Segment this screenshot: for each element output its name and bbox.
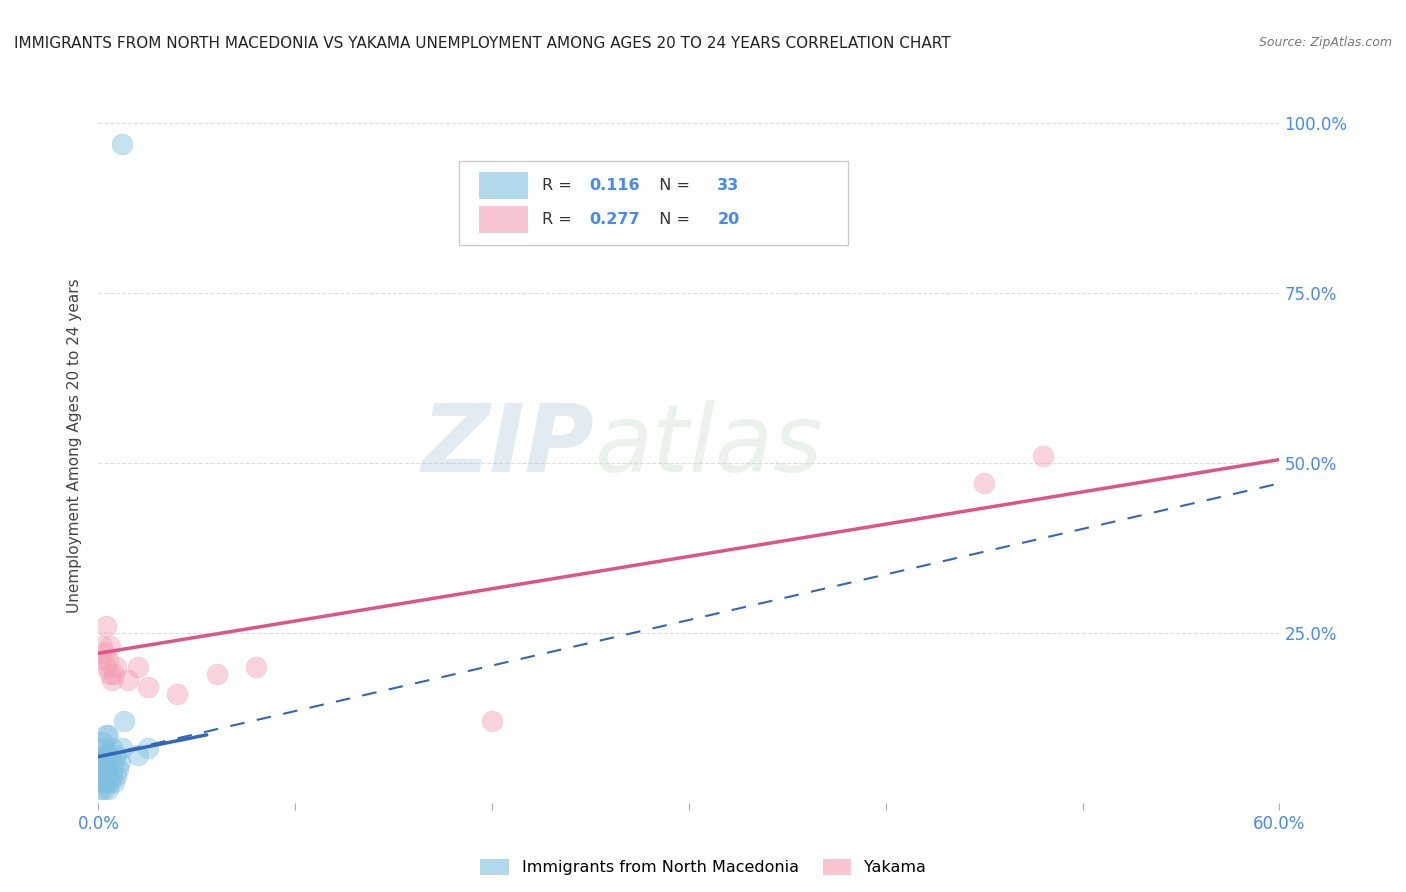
Point — [245, 660, 267, 674]
Point — [89, 653, 111, 667]
Point — [166, 687, 188, 701]
Point — [101, 741, 124, 756]
Text: N =: N = — [648, 178, 695, 194]
Text: Source: ZipAtlas.com: Source: ZipAtlas.com — [1258, 36, 1392, 49]
Point — [96, 619, 118, 633]
Point — [97, 769, 120, 783]
Text: atlas: atlas — [595, 401, 823, 491]
Text: IMMIGRANTS FROM NORTH MACEDONIA VS YAKAMA UNEMPLOYMENT AMONG AGES 20 TO 24 YEARS: IMMIGRANTS FROM NORTH MACEDONIA VS YAKAM… — [14, 36, 950, 51]
Point — [91, 640, 114, 654]
Y-axis label: Unemployment Among Ages 20 to 24 years: Unemployment Among Ages 20 to 24 years — [67, 278, 83, 614]
Text: R =: R = — [543, 178, 578, 194]
Text: 33: 33 — [717, 178, 740, 194]
Point — [93, 782, 115, 797]
Point — [91, 748, 114, 763]
Text: R =: R = — [543, 212, 578, 227]
Point — [105, 748, 128, 763]
Point — [89, 755, 111, 769]
Point — [105, 660, 128, 674]
Point — [96, 660, 118, 674]
Point — [98, 640, 121, 654]
Point — [127, 660, 149, 674]
Point — [93, 646, 115, 660]
Point — [101, 769, 124, 783]
Text: 0.116: 0.116 — [589, 178, 640, 194]
Point — [103, 666, 125, 681]
Legend: Immigrants from North Macedonia, Yakama: Immigrants from North Macedonia, Yakama — [479, 858, 927, 875]
Point — [112, 714, 135, 729]
Point — [96, 762, 118, 776]
Point — [97, 728, 120, 742]
Point — [93, 741, 115, 756]
Text: 0.277: 0.277 — [589, 212, 640, 227]
Point — [97, 748, 120, 763]
Point — [973, 476, 995, 491]
Point — [97, 653, 120, 667]
Point — [1032, 449, 1054, 463]
Point — [117, 673, 139, 688]
Point — [93, 755, 115, 769]
Point — [205, 666, 228, 681]
Point — [89, 782, 111, 797]
Point — [91, 734, 114, 748]
FancyBboxPatch shape — [478, 206, 529, 233]
Point — [98, 666, 121, 681]
Point — [127, 748, 149, 763]
Text: ZIP: ZIP — [422, 400, 595, 492]
Point — [97, 782, 120, 797]
Text: N =: N = — [648, 212, 695, 227]
Point — [136, 680, 159, 694]
Point — [481, 714, 503, 729]
Point — [93, 769, 115, 783]
Point — [101, 673, 124, 688]
Point — [98, 775, 121, 789]
Point — [108, 755, 131, 769]
Point — [89, 769, 111, 783]
Point — [103, 775, 125, 789]
Text: 20: 20 — [717, 212, 740, 227]
Point — [91, 762, 114, 776]
Point — [98, 755, 121, 769]
Point — [96, 775, 118, 789]
FancyBboxPatch shape — [478, 172, 529, 199]
Point — [107, 762, 129, 776]
FancyBboxPatch shape — [458, 161, 848, 244]
Point — [111, 741, 134, 756]
Point — [111, 136, 134, 151]
Point — [136, 741, 159, 756]
Point — [96, 728, 118, 742]
Point — [103, 755, 125, 769]
Point — [105, 769, 128, 783]
Point — [91, 775, 114, 789]
Point — [96, 748, 118, 763]
